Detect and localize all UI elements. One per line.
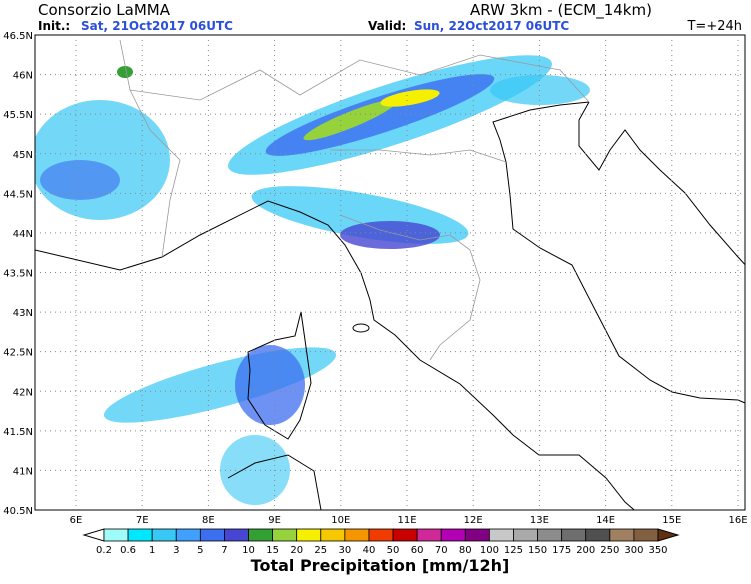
lon-label: 14E [596, 515, 615, 526]
lat-label: 42.5N [3, 348, 33, 359]
colorbar-cell [440, 528, 466, 542]
colorbar-label: 15 [266, 545, 279, 556]
lat-label: 45N [13, 150, 33, 161]
init-label: Init.: [38, 19, 70, 33]
colorbar: 0.2 0.6 1 3 5 7 10 15 20 25 30 40 50 60 70 80 100 125 150 1… [82, 528, 680, 556]
colorbar-cell [127, 528, 153, 542]
colorbar-cell [513, 528, 538, 542]
valid-label: Valid: [368, 19, 406, 33]
colorbar-cell [199, 528, 225, 542]
lon-label: 13E [530, 515, 549, 526]
lead-time: T=+24h [686, 19, 742, 34]
colorbar-cell [175, 528, 201, 542]
colorbar-cell [609, 528, 635, 542]
colorbar-arrow [82, 528, 105, 542]
coast-corsica [247, 311, 312, 440]
lat-label: 42N [13, 387, 33, 398]
lon-label: 11E [397, 515, 416, 526]
colorbar-cell [272, 528, 298, 542]
border [119, 39, 181, 258]
colorbar-label: 150 [528, 545, 547, 556]
colorbar-title: Total Precipitation [mm/12h] [251, 556, 510, 575]
colorbar-cell [464, 528, 490, 542]
colorbar-label: 3 [173, 545, 179, 556]
lat-label: 41.5N [3, 427, 33, 438]
lat-label: 41N [13, 466, 33, 477]
colorbar-label: 300 [624, 545, 643, 556]
lat-label: 43N [13, 308, 33, 319]
coast-sardinia [227, 454, 322, 510]
colorbar-label: 25 [314, 545, 327, 556]
colorbar-label: 7 [221, 545, 227, 556]
border [330, 149, 507, 163]
model: ARW 3km - (ECM_14km) [470, 1, 652, 20]
colorbar-cell [296, 528, 322, 542]
lat-label: 46N [13, 71, 33, 82]
colorbar-label: 200 [576, 545, 595, 556]
colorbar-arrow [657, 528, 680, 542]
init-date: Sat, 21Oct2017 06UTC [81, 19, 233, 33]
lon-label: 6E [70, 515, 83, 526]
colorbar-cell [320, 528, 346, 542]
axes: 46.5N 46N 45.5N 45N 44.5N 44N 43.5N 43N 42.5N 42N… [3, 31, 747, 526]
colorbar-label: 30 [339, 545, 352, 556]
colorbar-label: 5 [197, 545, 203, 556]
lat-label: 45.5N [3, 110, 33, 121]
colorbar-label: 50 [387, 545, 400, 556]
colorbar-cell [248, 528, 274, 542]
lon-label: 8E [202, 515, 215, 526]
lat-label: 44N [13, 229, 33, 240]
colorbar-cell [224, 528, 249, 542]
lat-label: 44.5N [3, 189, 33, 200]
coast-italy-east [492, 101, 745, 404]
colorbar-label: 1 [149, 545, 155, 556]
lon-label: 16E [728, 515, 747, 526]
lat-label: 40.5N [3, 506, 33, 517]
coast-italy-west [35, 200, 635, 510]
colorbar-label: 0.2 [96, 545, 112, 556]
colorbar-cell [537, 528, 563, 542]
colorbar-label: 250 [600, 545, 619, 556]
precipitation [35, 55, 590, 505]
colorbar-cell [416, 528, 442, 542]
colorbar-label: 20 [290, 545, 303, 556]
colorbar-cell [633, 528, 659, 542]
coast-croatia [578, 101, 745, 266]
colorbar-label: 175 [552, 545, 571, 556]
border [129, 54, 590, 103]
colorbar-label: 70 [435, 545, 448, 556]
map-area [35, 39, 745, 510]
colorbar-label: 350 [648, 545, 667, 556]
lon-label: 7E [136, 515, 149, 526]
colorbar-cell [368, 528, 394, 542]
lon-label: 12E [464, 515, 483, 526]
colorbar-label: 125 [504, 545, 523, 556]
colorbar-cell [103, 528, 129, 542]
colorbar-label: 80 [459, 545, 472, 556]
org: Consorzio LaMMA [38, 1, 171, 19]
lon-label: 15E [662, 515, 681, 526]
colorbar-label: 100 [480, 545, 499, 556]
colorbar-label: 10 [242, 545, 255, 556]
colorbar-cell [392, 528, 418, 542]
colorbar-cell [585, 528, 611, 542]
valid-date: Sun, 22Oct2017 06UTC [414, 19, 569, 33]
island-elba [352, 323, 370, 333]
colorbar-cell [488, 528, 514, 542]
lat-label: 43.5N [3, 269, 33, 280]
border [339, 214, 481, 361]
lon-label: 10E [331, 515, 350, 526]
colorbar-cell [561, 528, 587, 542]
colorbar-label: 60 [411, 545, 424, 556]
colorbar-label: 0.6 [120, 545, 136, 556]
colorbar-label: 40 [363, 545, 376, 556]
colorbar-cell [344, 528, 370, 542]
lat-label: 46.5N [3, 31, 33, 42]
lon-label: 9E [268, 515, 281, 526]
colorbar-cell [151, 528, 177, 542]
